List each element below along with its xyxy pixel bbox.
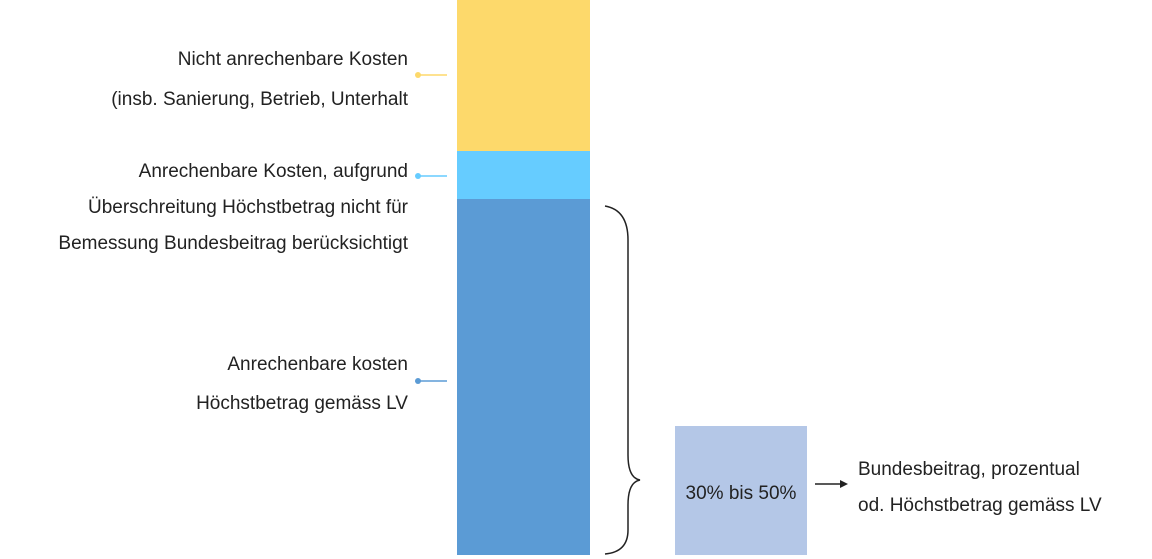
segment-non-eligible	[457, 0, 590, 151]
connector-dot	[415, 173, 421, 179]
label-line: Anrechenbare Kosten, aufgrund	[139, 161, 408, 182]
label-line: Bemessung Bundesbeitrag berücksichtigt	[58, 233, 408, 254]
label-line: Nicht anrechenbare Kosten	[178, 49, 408, 70]
segment-exceeding	[457, 151, 590, 199]
result-line: od. Höchstbetrag gemäss LV	[858, 495, 1102, 516]
connector-dot	[415, 72, 421, 78]
share-label: 30% bis 50%	[686, 483, 797, 504]
label-line: Anrechenbare kosten	[227, 354, 408, 375]
result-line: Bundesbeitrag, prozentual	[858, 459, 1080, 480]
connector-dot	[415, 378, 421, 384]
label-line: Höchstbetrag gemäss LV	[196, 393, 408, 414]
segment-eligible	[457, 199, 590, 555]
label-line: (insb. Sanierung, Betrieb, Unterhalt	[111, 89, 408, 110]
label-line: Überschreitung Höchstbetrag nicht für	[88, 197, 409, 218]
brace	[604, 205, 641, 555]
share-box	[675, 426, 807, 555]
arrow-head	[840, 480, 848, 488]
